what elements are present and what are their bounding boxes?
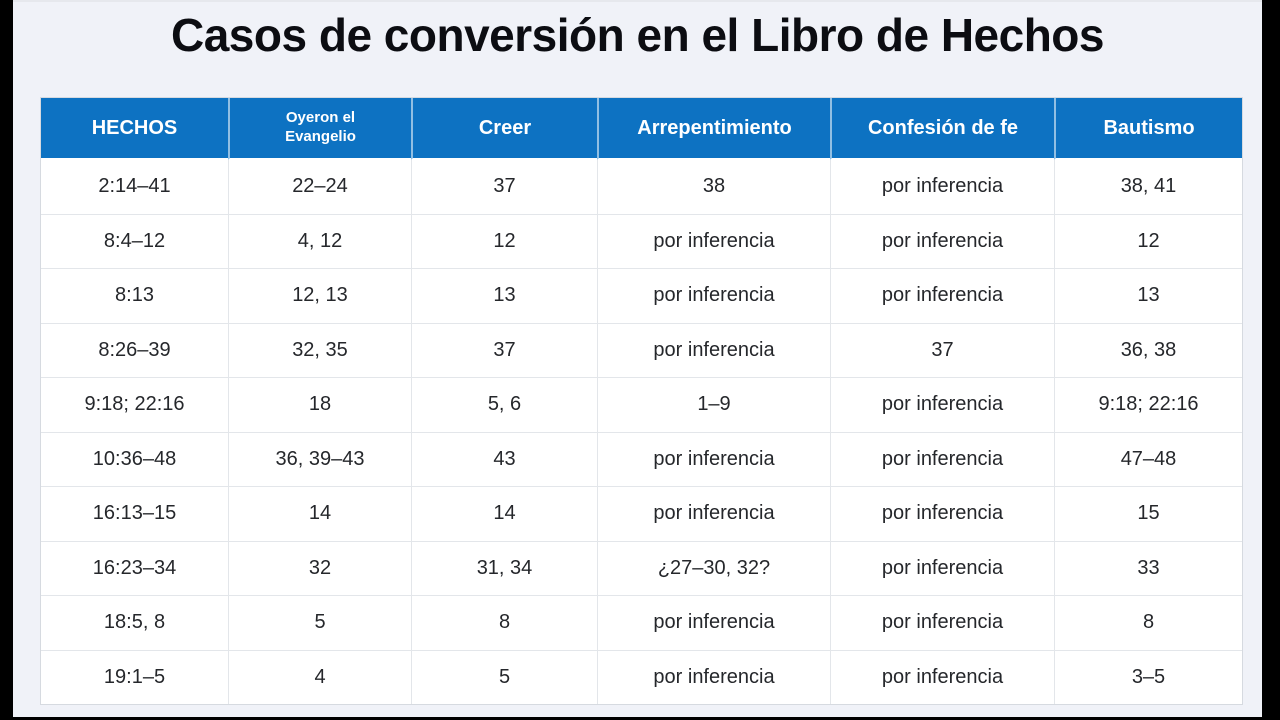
cell: 9:18; 22:16 — [1054, 377, 1242, 432]
cell: 38 — [597, 160, 830, 214]
cell: 33 — [1054, 540, 1242, 595]
cell: 31, 34 — [411, 540, 597, 595]
cell: 4 — [228, 649, 411, 704]
letterbox-bottom — [0, 717, 1280, 720]
cell: 2:14–41 — [41, 160, 228, 214]
top-hairline — [13, 0, 1262, 2]
cell: por inferencia — [830, 268, 1054, 323]
cell: 37 — [411, 160, 597, 214]
column-header-creer: Creer — [411, 98, 597, 160]
cell: por inferencia — [597, 649, 830, 704]
column-header-bautismo: Bautismo — [1054, 98, 1242, 160]
cell: 18:5, 8 — [41, 595, 228, 650]
cell: 37 — [830, 322, 1054, 377]
cell: 3–5 — [1054, 649, 1242, 704]
letterbox-right — [1262, 0, 1280, 720]
cell: 5, 6 — [411, 377, 597, 432]
cell: 12 — [1054, 213, 1242, 268]
cell: 16:13–15 — [41, 486, 228, 541]
cell: por inferencia — [830, 160, 1054, 214]
letterbox-left — [0, 0, 13, 720]
cell: 8:13 — [41, 268, 228, 323]
table-row: 8:4–12 4, 12 12 por inferencia por inferenci… — [41, 213, 1242, 268]
cell: 8 — [411, 595, 597, 650]
cell: 47–48 — [1054, 431, 1242, 486]
table-row: 9:18; 22:16 18 5, 6 1–9 por inferencia 9:18; … — [41, 377, 1242, 432]
cell: por inferencia — [597, 486, 830, 541]
table-row: 16:13–15 14 14 por inferencia por inferencia… — [41, 486, 1242, 541]
table-row: 18:5, 8 5 8 por inferencia por inferencia 8 — [41, 595, 1242, 650]
column-header-confesi-n-de-fe: Confesión de fe — [830, 98, 1054, 160]
cell: por inferencia — [830, 486, 1054, 541]
table-row: 8:13 12, 13 13 por inferencia por inferencia… — [41, 268, 1242, 323]
cell: 1–9 — [597, 377, 830, 432]
table-row: 19:1–5 4 5 por inferencia por inferencia 3–5 — [41, 649, 1242, 704]
cell: 12 — [411, 213, 597, 268]
cell: 18 — [228, 377, 411, 432]
column-header-hechos: HECHOS — [41, 98, 228, 160]
cell: 22–24 — [228, 160, 411, 214]
cell: 13 — [411, 268, 597, 323]
conversion-table: HECHOS Oyeron el Evangelio Creer Arrepentim… — [40, 97, 1243, 705]
cell: 8 — [1054, 595, 1242, 650]
cell: por inferencia — [830, 213, 1054, 268]
cell: por inferencia — [597, 431, 830, 486]
page-title: Casos de conversión en el Libro de Hecho… — [171, 9, 1105, 61]
cell: 14 — [228, 486, 411, 541]
cell: por inferencia — [830, 540, 1054, 595]
cell: por inferencia — [597, 213, 830, 268]
cell: 9:18; 22:16 — [41, 377, 228, 432]
cell: 5 — [411, 649, 597, 704]
cell: por inferencia — [830, 377, 1054, 432]
cell: por inferencia — [830, 431, 1054, 486]
table-header-row: HECHOS Oyeron el Evangelio Creer Arrepentim… — [41, 98, 1242, 160]
cell: por inferencia — [597, 268, 830, 323]
cell: 38, 41 — [1054, 160, 1242, 214]
cell: 13 — [1054, 268, 1242, 323]
cell: 32, 35 — [228, 322, 411, 377]
cell: 43 — [411, 431, 597, 486]
cell: por inferencia — [830, 595, 1054, 650]
cell: 32 — [228, 540, 411, 595]
cell: por inferencia — [597, 322, 830, 377]
cell: 19:1–5 — [41, 649, 228, 704]
cell: 14 — [411, 486, 597, 541]
cell: 4, 12 — [228, 213, 411, 268]
cell: 5 — [228, 595, 411, 650]
column-header-oyeron-el: Oyeron el Evangelio — [228, 98, 411, 160]
cell: 8:26–39 — [41, 322, 228, 377]
cell: por inferencia — [830, 649, 1054, 704]
cell: ¿27–30, 32? — [597, 540, 830, 595]
cell: 16:23–34 — [41, 540, 228, 595]
cell: 10:36–48 — [41, 431, 228, 486]
table-body: 2:14–41 22–24 37 38 por inferencia 38, 41 8:4–… — [41, 160, 1242, 704]
column-header-arrepentimiento: Arrepentimiento — [597, 98, 830, 160]
table-row: 16:23–34 32 31, 34 ¿27–30, 32? por inferenci… — [41, 540, 1242, 595]
cell: 37 — [411, 322, 597, 377]
cell: por inferencia — [597, 595, 830, 650]
cell: 36, 39–43 — [228, 431, 411, 486]
cell: 12, 13 — [228, 268, 411, 323]
table-row: 8:26–39 32, 35 37 por inferencia 37 36, 38 — [41, 322, 1242, 377]
cell: 36, 38 — [1054, 322, 1242, 377]
cell: 8:4–12 — [41, 213, 228, 268]
table-row: 10:36–48 36, 39–43 43 por inferencia por inf… — [41, 431, 1242, 486]
table-row: 2:14–41 22–24 37 38 por inferencia 38, 41 — [41, 160, 1242, 214]
cell: 15 — [1054, 486, 1242, 541]
